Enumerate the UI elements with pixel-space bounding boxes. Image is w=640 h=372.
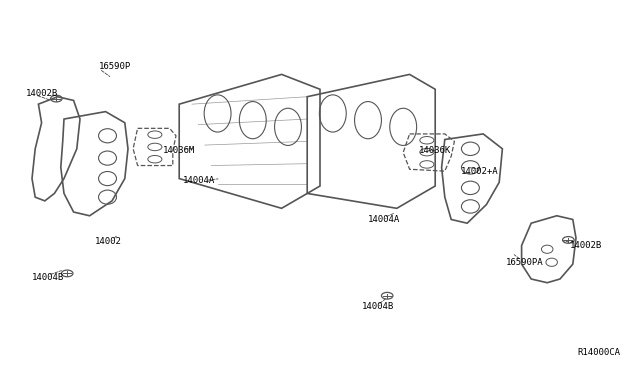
Text: 14036K: 14036K <box>419 146 451 155</box>
Text: 14002+A: 14002+A <box>461 167 499 176</box>
Text: 14002B: 14002B <box>570 241 602 250</box>
Text: 14004B: 14004B <box>32 273 64 282</box>
Text: 14002B: 14002B <box>26 89 58 97</box>
Text: 16590PA: 16590PA <box>506 258 543 267</box>
Text: 14002: 14002 <box>95 237 122 246</box>
Text: 14004A: 14004A <box>368 215 400 224</box>
Text: 16590P: 16590P <box>99 62 131 71</box>
Text: 14004B: 14004B <box>362 302 394 311</box>
Text: 14036M: 14036M <box>163 146 195 155</box>
Text: 14004A: 14004A <box>182 176 214 185</box>
Text: R14000CA: R14000CA <box>578 348 621 357</box>
